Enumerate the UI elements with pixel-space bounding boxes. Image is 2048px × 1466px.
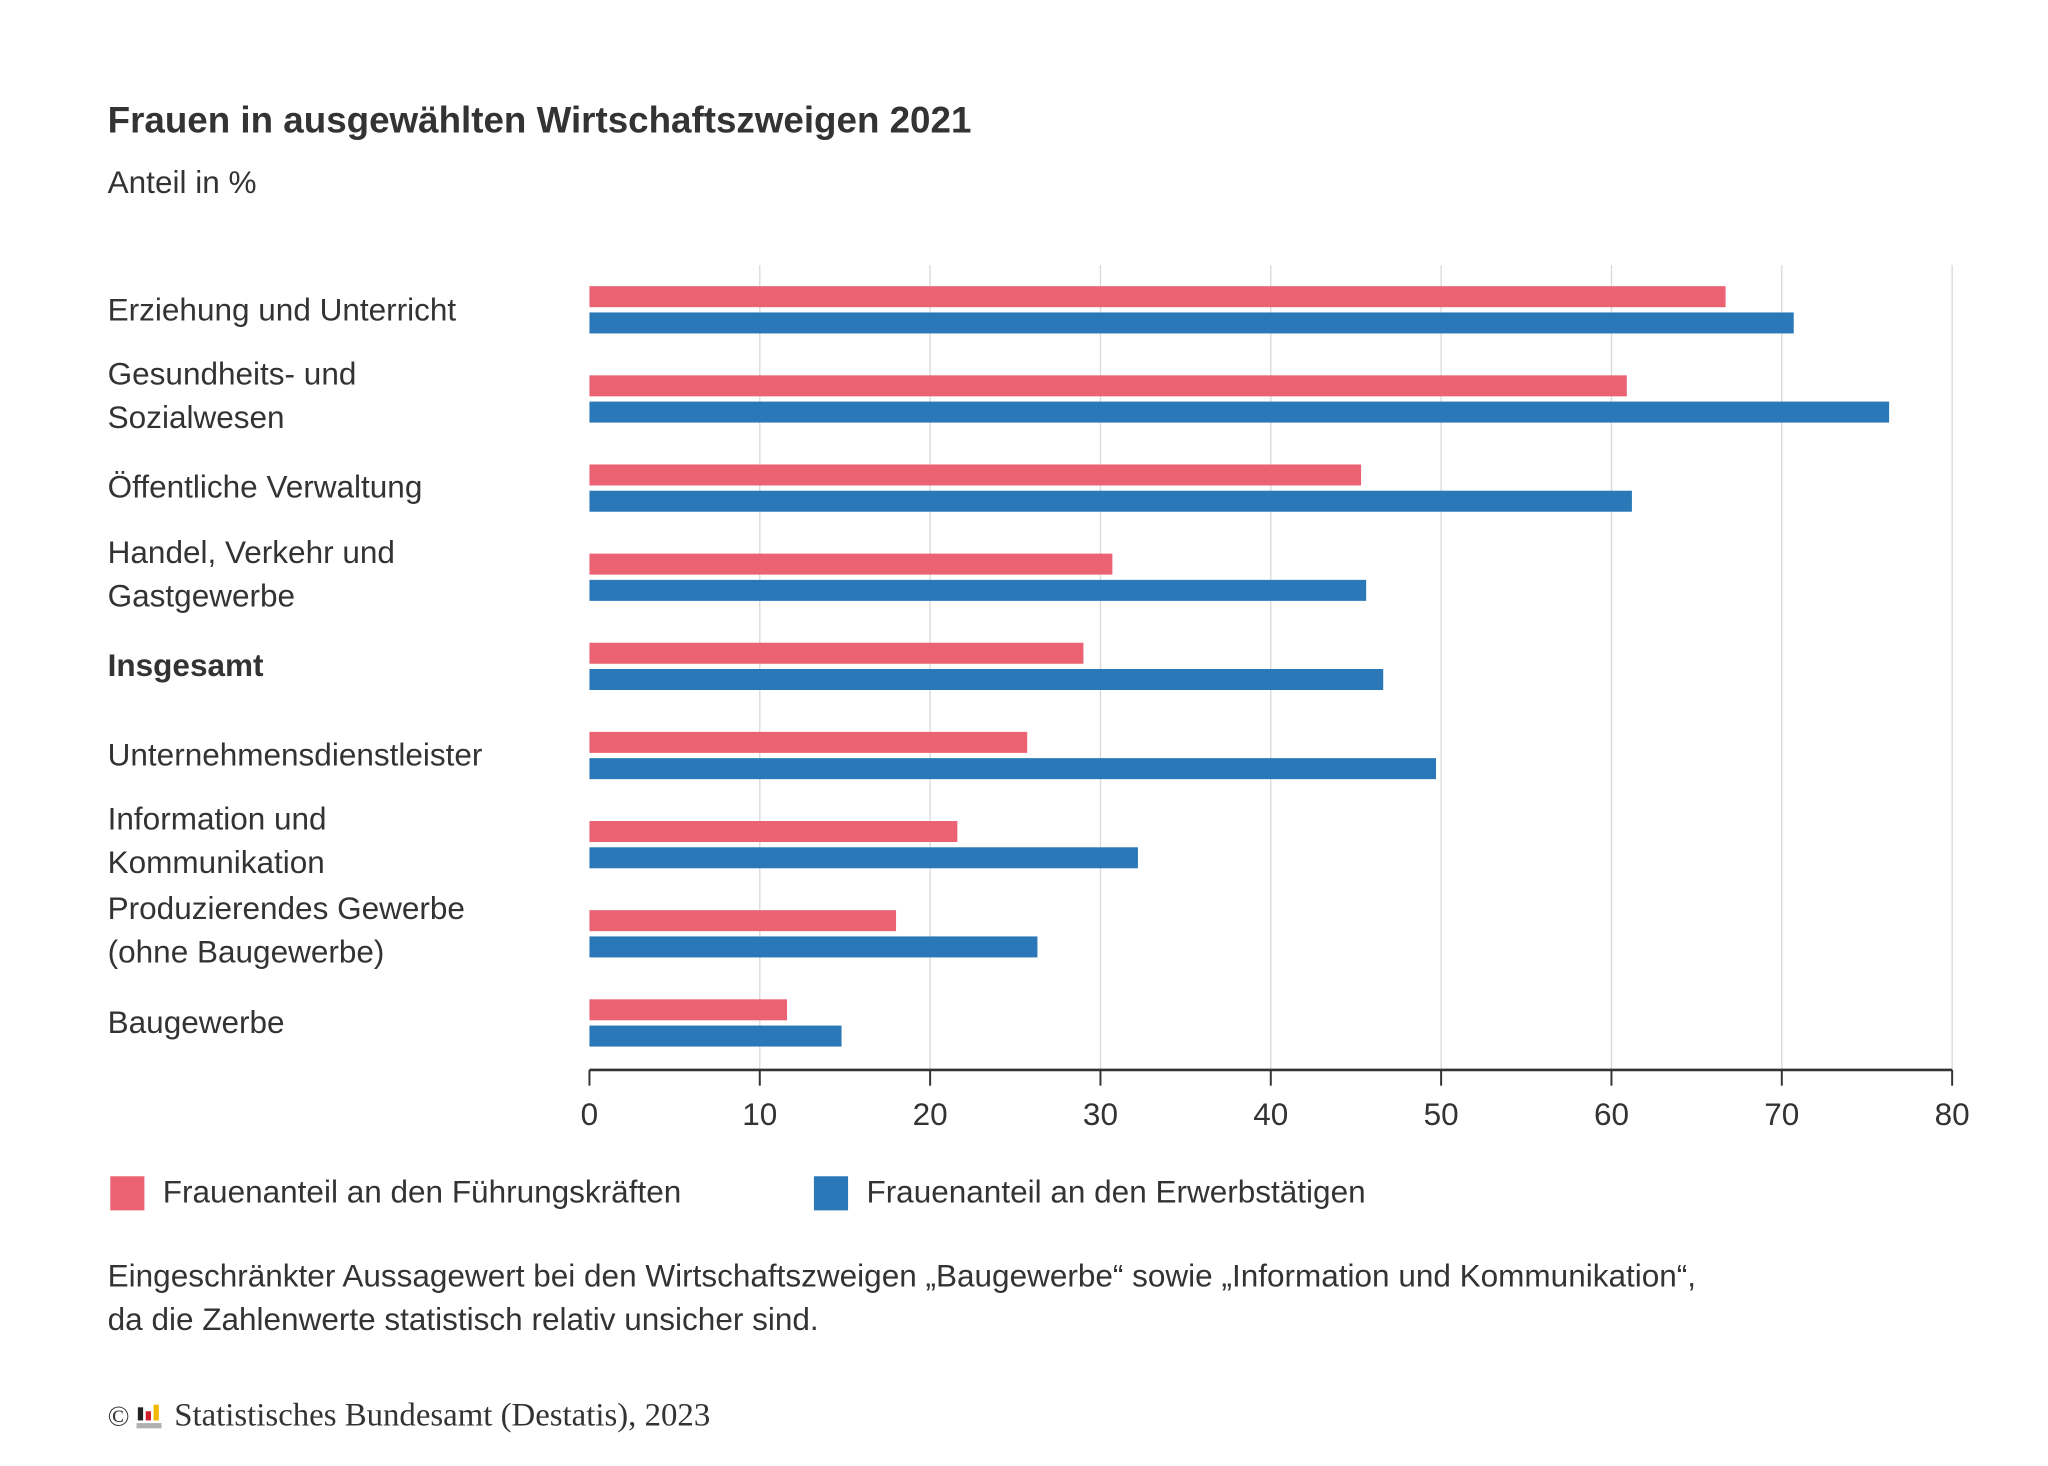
- category-label-line: Unternehmensdienstleister: [107, 737, 483, 774]
- category-label: Öffentliche Verwaltung: [108, 466, 554, 509]
- bar-fuehrungskraefte: [589, 821, 958, 843]
- bar-fuehrungskraefte: [589, 553, 1113, 575]
- x-tick-label: 30: [1083, 1096, 1118, 1132]
- legend-item-fuehrungskraefte: Frauenanteil an den Führungskräften: [110, 1175, 681, 1212]
- bar-erwerbstaetige: [589, 1025, 842, 1047]
- x-tick-label: 80: [1935, 1096, 1970, 1132]
- bar-fuehrungskraefte: [589, 286, 1726, 308]
- copyright: © Statistisches Bundesamt (Destatis), 20…: [108, 1398, 711, 1435]
- category-label-line: Handel, Verkehr und: [107, 535, 395, 571]
- chart-subtitle: Anteil in %: [107, 165, 257, 201]
- bar-fuehrungskraefte: [589, 999, 788, 1021]
- bar-erwerbstaetige: [589, 579, 1367, 601]
- category-label: Gesundheits- und Sozialwesen: [108, 353, 554, 440]
- chart-title: Frauen in ausgewählten Wirtschaftszweige…: [107, 99, 972, 141]
- bar-fuehrungskraefte: [589, 375, 1627, 397]
- category-label-line: Produzierendes Gewerbe: [107, 891, 465, 928]
- bar-erwerbstaetige: [589, 758, 1437, 780]
- legend-label: Frauenanteil an den Führungskräften: [162, 1174, 682, 1211]
- category-label-line: (ohne Baugewerbe): [107, 935, 385, 971]
- legend-label: Frauenanteil an den Erwerbstätigen: [866, 1174, 1366, 1211]
- x-tick-label: 50: [1424, 1096, 1459, 1132]
- bar-erwerbstaetige: [589, 936, 1038, 958]
- bar-erwerbstaetige: [589, 669, 1384, 691]
- bar-erwerbstaetige: [589, 312, 1794, 334]
- footnote-line: da die Zahlenwerte statistisch relativ u…: [107, 1302, 819, 1338]
- bar-fuehrungskraefte: [589, 910, 897, 932]
- x-tick-label: 10: [742, 1096, 777, 1132]
- x-tick-label: 70: [1764, 1096, 1799, 1132]
- bar-erwerbstaetige: [589, 490, 1632, 512]
- category-label: Baugewerbe: [108, 1001, 554, 1044]
- category-label-line: Sozialwesen: [107, 400, 285, 436]
- x-tick-label: 20: [913, 1096, 948, 1132]
- x-tick-label: 60: [1594, 1096, 1629, 1132]
- legend-swatch-red: [110, 1176, 145, 1211]
- category-label-line: Erziehung und Unterricht: [107, 292, 457, 328]
- bar-erwerbstaetige: [589, 847, 1138, 869]
- category-label: Unternehmensdienstleister: [108, 734, 554, 777]
- legend-item-erwerbstaetige: Frauenanteil an den Erwerbstätigen: [813, 1174, 1366, 1212]
- category-label-line: Information und: [107, 802, 327, 839]
- copyright-symbol: ©: [107, 1399, 130, 1433]
- category-label-line: Baugewerbe: [107, 1005, 285, 1041]
- bar-plot: 0 10 20 30 40 50 60 70 80: [581, 265, 1970, 1132]
- footnote: Eingeschränkter Aussagewert bei den Wirt…: [108, 1255, 1972, 1342]
- category-label-line: Kommunikation: [107, 845, 325, 882]
- bar-erwerbstaetige: [589, 401, 1890, 423]
- category-label-line: Gastgewerbe: [107, 578, 296, 614]
- bar-fuehrungskraefte: [589, 642, 1084, 664]
- category-label-line: Gesundheits- und: [107, 356, 357, 393]
- footnote-line: Eingeschränkter Aussagewert bei den Wirt…: [107, 1258, 1697, 1295]
- category-label-line: Insgesamt: [107, 648, 264, 685]
- category-label: Produzierendes Gewerbe (ohne Baugewerbe): [108, 888, 554, 975]
- bar-fuehrungskraefte: [589, 731, 1028, 753]
- destatis-logo-icon: [136, 1404, 162, 1429]
- legend-swatch-blue: [813, 1176, 849, 1211]
- category-label: Insgesamt: [108, 645, 554, 688]
- bar-fuehrungskraefte: [589, 464, 1362, 486]
- x-tick-label: 40: [1253, 1096, 1288, 1132]
- copyright-text: Statistisches Bundesamt (Destatis), 2023: [174, 1398, 711, 1434]
- category-label: Information und Kommunikation: [108, 799, 554, 886]
- category-label: Erziehung und Unterricht: [108, 288, 554, 331]
- x-tick-label: 0: [581, 1096, 599, 1132]
- category-label: Handel, Verkehr und Gastgewerbe: [108, 531, 554, 618]
- category-label-line: Öffentliche Verwaltung: [107, 470, 423, 506]
